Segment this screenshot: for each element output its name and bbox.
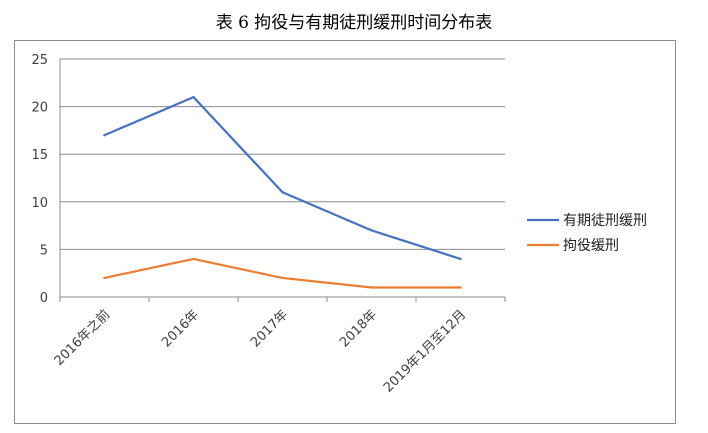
- axes: 0 5 10 15 20 25 2016年之前 2016年 2017年 2018年 2019年1月至…: [31, 53, 506, 396]
- legend-label-2: 拘役缓刑: [563, 238, 619, 254]
- data-point: [281, 276, 284, 280]
- y-tick-label: 15: [31, 148, 48, 163]
- data-point: [103, 133, 106, 137]
- data-point: [370, 229, 373, 232]
- data-point: [103, 276, 106, 280]
- series-line-2: [103, 257, 462, 289]
- chart-title: 表 6 拘役与有期徒刑缓刑时间分布表: [215, 13, 493, 33]
- series-line-1: [103, 95, 462, 261]
- data-point: [459, 286, 462, 289]
- x-tick-label: 2018年: [337, 307, 380, 350]
- x-tick-label: 2017年: [248, 307, 291, 350]
- data-point: [281, 191, 284, 194]
- y-tick-label: 5: [40, 243, 48, 258]
- x-tick-label: 2016年: [159, 307, 202, 350]
- series-lines: [103, 95, 462, 289]
- chart-frame: [14, 40, 676, 424]
- y-tick-label: 25: [31, 53, 48, 68]
- gridlines: [60, 58, 505, 298]
- data-point: [192, 95, 195, 99]
- y-tick-label: 10: [31, 196, 48, 211]
- legend-label-1: 有期徒刑缓刑: [563, 213, 647, 229]
- data-point: [192, 257, 195, 261]
- y-tick-label: 20: [31, 101, 48, 116]
- data-point: [370, 286, 373, 289]
- data-point: [459, 257, 462, 261]
- x-tick-label: 2019年1月至12月: [381, 307, 469, 395]
- x-tick-label: 2016年之前: [51, 307, 113, 369]
- y-tick-label: 0: [40, 291, 48, 306]
